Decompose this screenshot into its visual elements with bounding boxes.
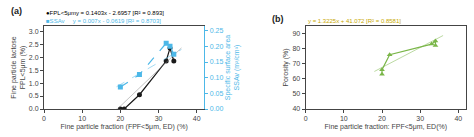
svg-text:(b): (b) [272, 14, 284, 24]
svg-text:Fine particle fraction (FPF<5μ: Fine particle fraction (FPF<5μm, ED) (%) [61, 123, 188, 131]
svg-text:■SSAv y = 0.007x - 0.0619: ■SSAv y = 0.007x - 0.0619 [R² = 0.8703] [46, 18, 161, 24]
svg-text:40: 40 [193, 115, 201, 122]
svg-text:20: 20 [116, 115, 124, 122]
svg-text:3.0: 3.0 [29, 28, 39, 35]
svg-text:1.0: 1.0 [29, 80, 39, 87]
svg-text:40: 40 [292, 105, 300, 112]
svg-text:20: 20 [378, 115, 386, 122]
svg-text:70: 70 [292, 60, 300, 67]
svg-text:0.0: 0.0 [29, 105, 39, 112]
svg-text:10: 10 [340, 115, 348, 122]
svg-text:0.25: 0.25 [210, 27, 224, 34]
svg-text:40: 40 [454, 115, 462, 122]
svg-text:(a): (a) [11, 6, 22, 16]
svg-text:30: 30 [155, 115, 163, 122]
svg-text:90: 90 [292, 30, 300, 37]
svg-text:10: 10 [78, 115, 86, 122]
svg-text:Fine particle fraction: FPF<5μ: Fine particle fraction: FPF<5μm, ED(%) [325, 123, 447, 131]
svg-text:0.10: 0.10 [210, 74, 224, 81]
svg-text:2.5: 2.5 [29, 41, 39, 48]
svg-text:0.05: 0.05 [210, 90, 224, 97]
svg-text:0.20: 0.20 [210, 43, 224, 50]
svg-text:0.5: 0.5 [29, 92, 39, 99]
svg-text:50: 50 [292, 90, 300, 97]
svg-text:0.15: 0.15 [210, 58, 224, 65]
svg-text:Specific surface areaSSAv (m²/: Specific surface areaSSAv (m²/cm³) [224, 35, 241, 100]
svg-text:Fine particle lactoseFPL<5μm (: Fine particle lactoseFPL<5μm (%) [10, 36, 27, 98]
svg-text:Porosity (%): Porosity (%) [282, 48, 290, 86]
svg-text:60: 60 [292, 75, 300, 82]
svg-text:1.5: 1.5 [29, 67, 39, 74]
svg-text:80: 80 [292, 45, 300, 52]
svg-text:30: 30 [416, 115, 424, 122]
svg-text:0.00: 0.00 [210, 105, 224, 112]
svg-text:0: 0 [304, 115, 308, 122]
svg-text:2.0: 2.0 [29, 54, 39, 61]
svg-text:0: 0 [42, 115, 46, 122]
svg-text:y = 1.3225x + 41.072 [R² = 0.8: y = 1.3225x + 41.072 [R² = 0.8581] [308, 18, 401, 24]
svg-text:●FPL<5μmy = 0.1403x - 2.6957 [: ●FPL<5μmy = 0.1403x - 2.6957 [R² = 0.893… [46, 10, 164, 16]
